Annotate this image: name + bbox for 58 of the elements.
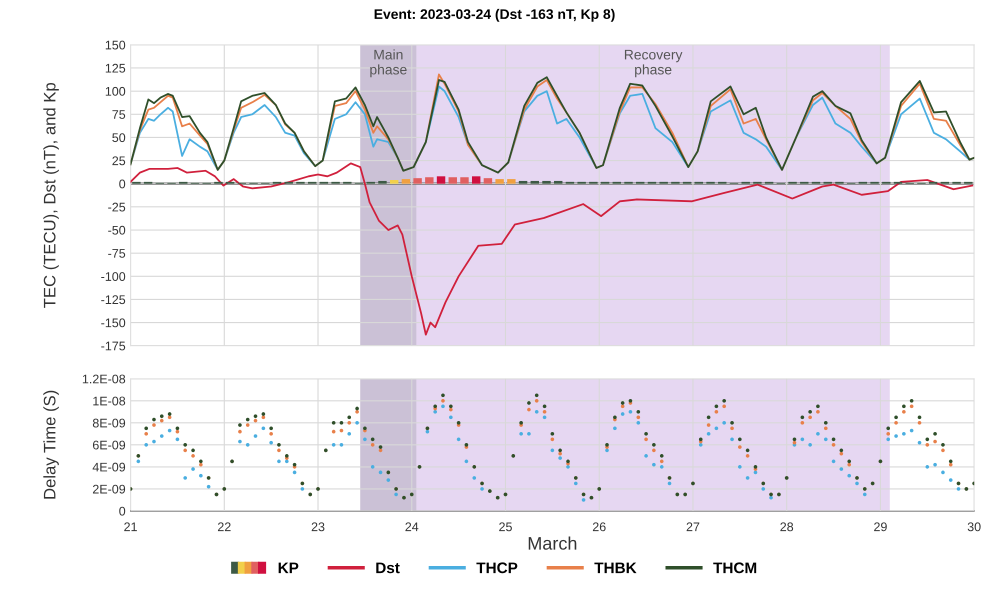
y-tick-label: -50 xyxy=(108,226,126,235)
y-axis-title: TEC (TECU), Dst (nT), and Kp xyxy=(43,83,59,308)
legend-label: THBK xyxy=(594,562,637,574)
y-tick-label: 100 xyxy=(106,86,126,96)
y-tick-label: 0 xyxy=(119,506,126,516)
y-tick-label: 0 xyxy=(119,180,126,188)
y-tick-label: -125 xyxy=(101,295,126,304)
bar xyxy=(448,177,457,184)
y-tick-label: 2E-09 xyxy=(92,484,126,494)
legend-label: Dst xyxy=(376,562,400,574)
line-series xyxy=(130,162,974,336)
x-tick-label: 29 xyxy=(874,522,887,532)
chart-title: Event: 2023-03-24 (Dst -163 nT, Kp 8) xyxy=(374,8,615,22)
y-tick-label: 8E-09 xyxy=(92,418,126,428)
y-tick-label: 75 xyxy=(112,110,126,119)
legend-label: THCP xyxy=(476,562,518,574)
bar xyxy=(425,177,434,184)
bar xyxy=(472,176,480,184)
bar xyxy=(495,179,504,184)
y-tick-label: -175 xyxy=(101,342,126,350)
y-tick-label: 6E-09 xyxy=(92,440,126,450)
legend-label: KP xyxy=(278,562,298,574)
bar xyxy=(530,180,539,184)
x-tick-label: 25 xyxy=(499,522,512,532)
bar xyxy=(554,180,562,184)
y-tick-label: 1E-08 xyxy=(93,396,126,406)
band-label: Main phase xyxy=(370,49,407,78)
bar xyxy=(507,179,516,184)
y-tick-label: 1.2E-08 xyxy=(82,374,126,384)
y-tick-label: 25 xyxy=(112,156,126,166)
bar xyxy=(390,180,398,184)
y-axis-title: Delay Time (S) xyxy=(43,390,59,499)
x-tick-label: 28 xyxy=(780,522,794,532)
x-tick-label: 21 xyxy=(124,522,137,532)
y-tick-label: -75 xyxy=(108,249,126,258)
y-tick-label: 4E-09 xyxy=(92,462,126,472)
x-tick-label: 24 xyxy=(405,522,418,532)
y-tick-label: 125 xyxy=(106,64,126,73)
x-axis-title: March xyxy=(528,536,576,550)
bar xyxy=(484,178,492,184)
bar xyxy=(402,179,410,184)
bar xyxy=(460,177,469,184)
y-tick-label: 150 xyxy=(106,40,126,50)
x-tick-label: 30 xyxy=(968,522,981,532)
x-tick-label: 26 xyxy=(592,522,606,532)
bar xyxy=(436,176,446,184)
legend-label: THCM xyxy=(713,562,756,574)
y-tick-label: -25 xyxy=(108,202,126,212)
y-tick-label: -100 xyxy=(101,272,126,281)
bar xyxy=(518,180,528,184)
y-tick-label: 50 xyxy=(112,133,126,142)
band-label: Recovery phase xyxy=(624,50,682,78)
x-tick-label: 22 xyxy=(218,522,231,532)
x-tick-label: 23 xyxy=(312,522,324,532)
bar xyxy=(413,178,422,184)
bar xyxy=(378,180,387,184)
y-tick-label: -150 xyxy=(101,318,126,328)
x-tick-label: 27 xyxy=(686,522,700,532)
